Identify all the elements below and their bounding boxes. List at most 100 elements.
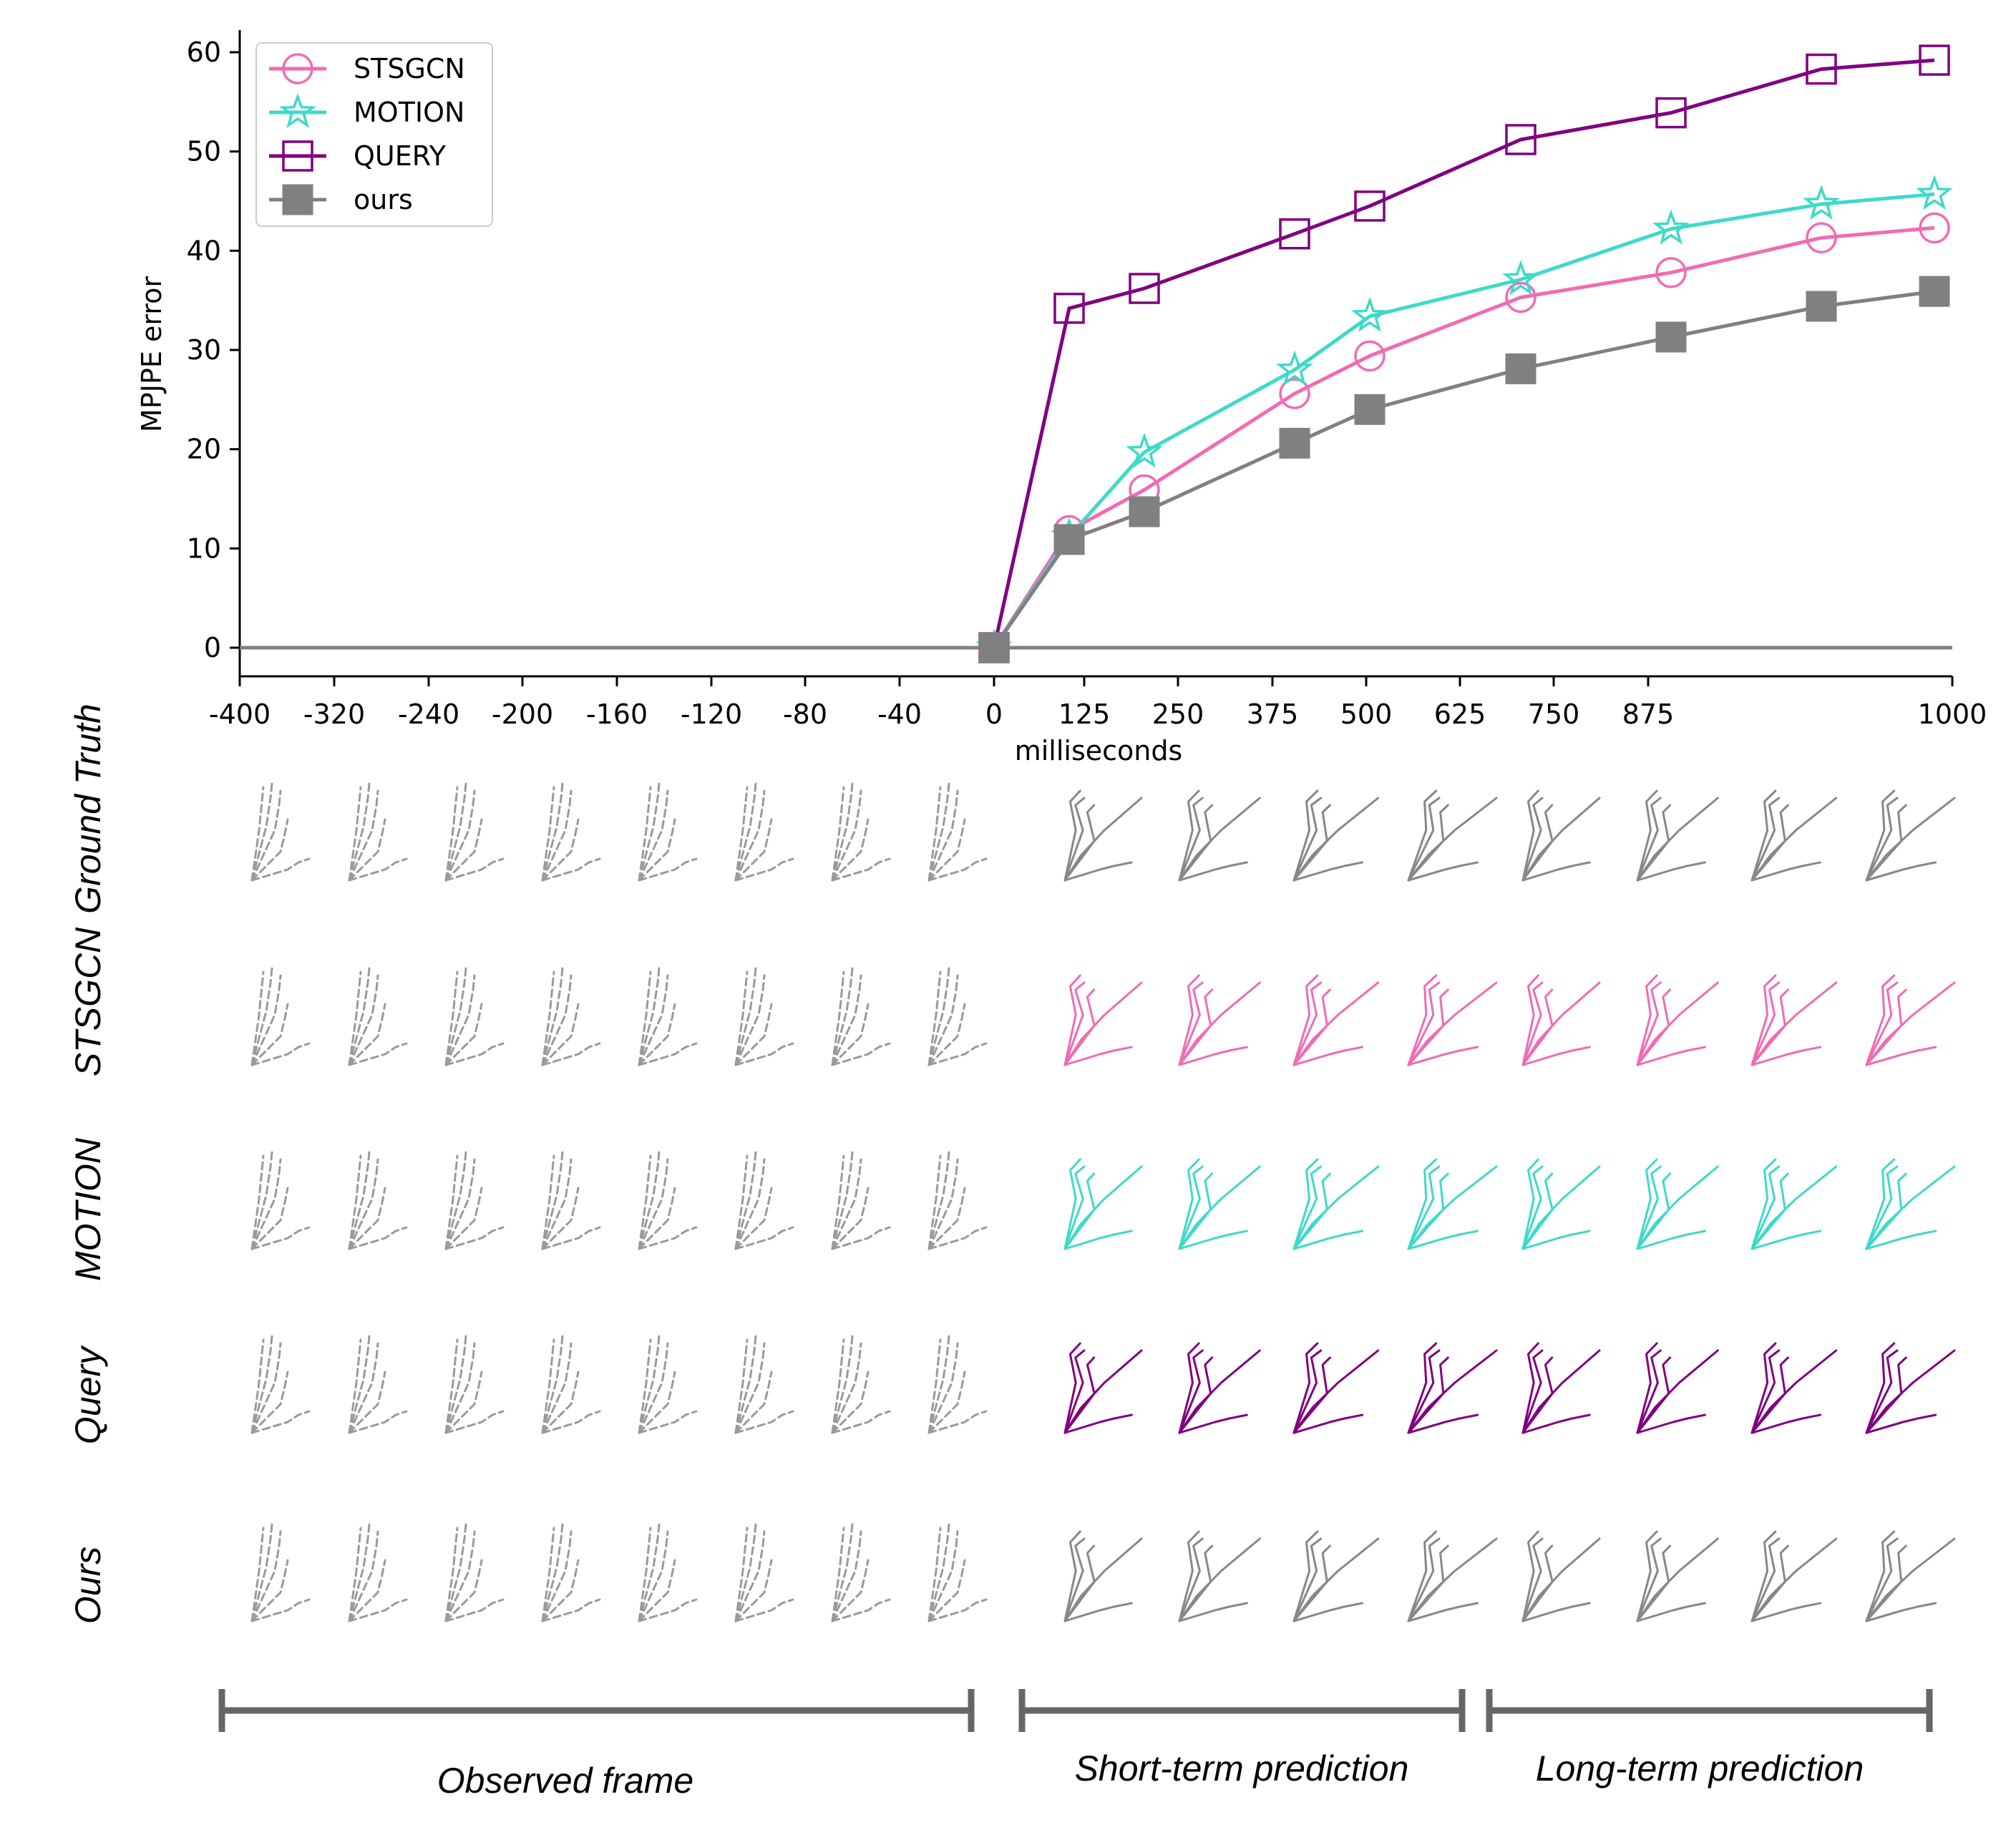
skeleton-bone <box>250 1527 265 1622</box>
skeleton-bone <box>831 1158 862 1250</box>
skeleton-bone <box>541 1151 564 1250</box>
predicted-skeleton <box>1865 789 1956 882</box>
predicted-skeleton <box>1178 789 1261 882</box>
skeleton-bone <box>1750 797 1781 882</box>
skeleton-bone <box>734 1338 749 1434</box>
skeleton-bone <box>734 1598 794 1622</box>
observed-skeleton <box>444 967 505 1066</box>
predicted-skeleton <box>1636 974 1719 1066</box>
skeleton-bone <box>250 967 273 1066</box>
predicted-skeleton <box>1407 974 1498 1066</box>
skeleton-bone <box>1521 861 1591 882</box>
observed-skeleton <box>444 1523 505 1622</box>
skeleton-bone <box>348 1342 379 1434</box>
skeleton-bone <box>927 1523 950 1622</box>
skeleton-bone <box>831 1335 854 1434</box>
skeleton-bone <box>638 970 652 1066</box>
skeleton-bone <box>831 1342 862 1434</box>
skeleton-bone <box>734 970 749 1066</box>
skeleton-bone <box>1063 1165 1086 1250</box>
skeleton-bone <box>541 1226 601 1250</box>
legend-entry: STSGCN <box>269 53 465 84</box>
skeleton-bone <box>1407 797 1441 882</box>
skeleton-bone <box>541 967 564 1066</box>
skeleton-bone <box>444 970 459 1066</box>
skeleton-bone <box>1865 1544 1907 1622</box>
skeleton-bone <box>1865 974 1896 1066</box>
skeleton-bone <box>831 1523 854 1622</box>
skeleton-bone <box>1521 1172 1554 1250</box>
x-tick-label: 250 <box>1152 699 1204 730</box>
skeleton-bone <box>1521 1602 1591 1622</box>
skeleton-bone <box>1636 974 1658 1066</box>
skeleton-bone <box>1865 1530 1896 1622</box>
skeleton-bone <box>1063 1349 1086 1434</box>
skeleton-bone <box>444 1527 459 1622</box>
skeleton-bone <box>734 1527 749 1622</box>
predicted-skeleton <box>1636 1342 1719 1434</box>
series-line <box>992 289 1935 649</box>
skeleton-bone <box>831 818 870 882</box>
data-point-filled-square <box>1655 321 1687 353</box>
skeleton-bone <box>250 1559 289 1622</box>
skeleton-bone <box>541 1523 564 1622</box>
data-point-square <box>1919 44 1950 76</box>
x-tick-label: 625 <box>1434 699 1486 730</box>
data-point-square <box>1279 218 1310 250</box>
observed-skeleton <box>831 967 891 1066</box>
skeleton-bone <box>734 1003 773 1066</box>
skeleton-bone <box>831 1151 854 1250</box>
observed-skeleton <box>348 1335 408 1434</box>
predicted-skeleton <box>1521 974 1601 1066</box>
skeleton-bone <box>831 970 845 1066</box>
skeleton-bone <box>927 1530 959 1622</box>
skeleton-bone <box>927 1154 942 1250</box>
skeleton-bone <box>250 1335 273 1434</box>
predicted-skeleton <box>1750 1158 1838 1250</box>
skeleton-bone <box>444 1187 483 1250</box>
series-line <box>992 58 1935 648</box>
skeleton-bone <box>250 857 311 882</box>
skeleton-bone <box>1063 1230 1133 1250</box>
skeleton-bone <box>1292 1544 1331 1622</box>
predicted-skeleton <box>1865 1530 1956 1622</box>
skeleton-bone <box>348 1154 362 1250</box>
skeleton-bone <box>831 782 854 882</box>
skeleton-bone <box>831 1003 870 1066</box>
y-tick-label: 20 <box>187 434 221 465</box>
skeleton-bone <box>1063 789 1081 882</box>
skeleton-bone <box>444 1338 459 1434</box>
skeleton-bone <box>831 1187 870 1250</box>
skeleton-bone <box>1865 981 1899 1066</box>
skeleton-bone <box>1292 861 1364 882</box>
skeleton-bone <box>638 1154 652 1250</box>
skeleton-bone <box>541 1530 573 1622</box>
skeleton-row <box>250 1335 1956 1434</box>
legend-label: ours <box>354 184 413 215</box>
skeleton-bone <box>1521 1046 1591 1066</box>
skeleton-bone <box>638 1530 669 1622</box>
skeleton-bone <box>1521 981 1544 1066</box>
skeleton-bone <box>250 1154 265 1250</box>
skeleton-bone <box>348 1158 379 1250</box>
skeleton-bone <box>250 786 265 882</box>
skeleton-bone <box>541 818 580 882</box>
predicted-skeleton <box>1750 974 1838 1066</box>
skeleton-bone <box>927 857 988 882</box>
skeleton-bone <box>734 1154 749 1250</box>
legend-label: STSGCN <box>354 53 465 84</box>
skeleton-bone <box>1292 1602 1364 1622</box>
skeleton-bone <box>348 789 379 882</box>
skeleton-bone <box>1750 974 1777 1066</box>
predicted-skeleton <box>1521 1530 1601 1622</box>
skeleton-bone <box>927 1527 942 1622</box>
skeleton-bone <box>444 1598 505 1622</box>
skeleton-bone <box>1865 1165 1899 1250</box>
skeleton-bone <box>831 1527 845 1622</box>
legend: STSGCN MOTION QUERY ours <box>255 42 493 227</box>
bracket-label: Short-term prediction <box>1075 1748 1409 1788</box>
skeleton-bone <box>444 1154 459 1250</box>
skeleton-bone <box>927 1371 966 1434</box>
row-label: MOTION <box>68 1137 108 1281</box>
